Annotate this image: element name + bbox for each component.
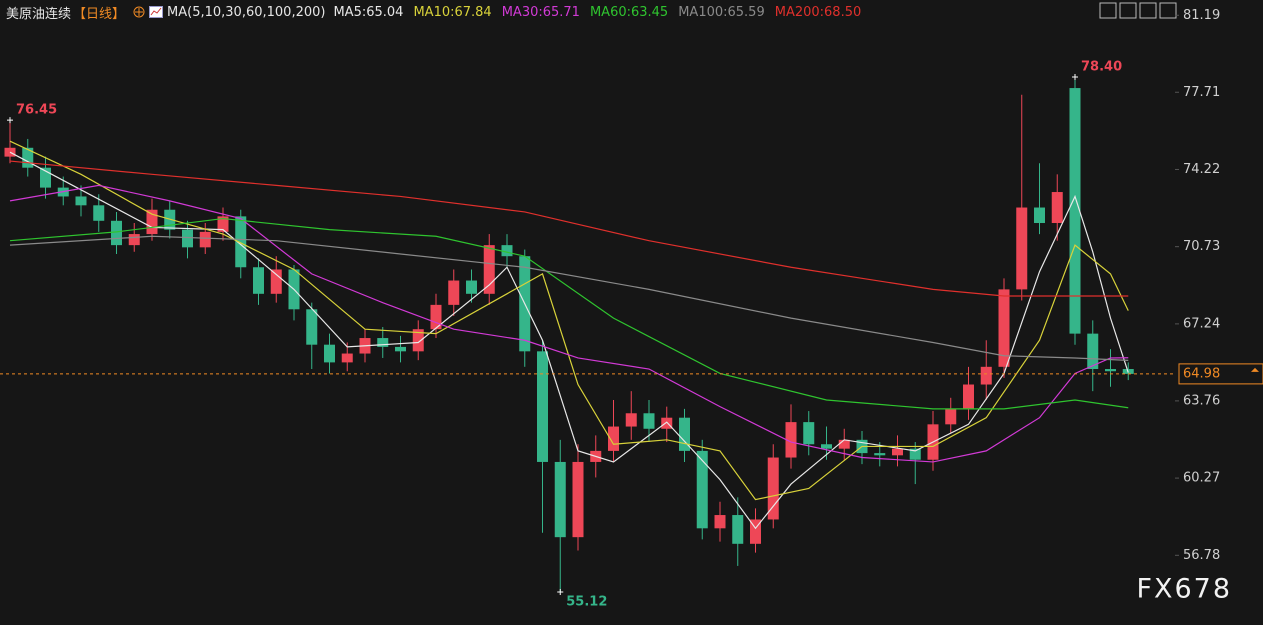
candle-body [93,205,105,221]
candle-body [146,209,158,235]
candle-body [874,453,886,456]
candle-body [963,384,974,409]
candle-body [1051,192,1063,224]
candle-body [1069,88,1081,334]
toolbar-button[interactable] [1119,2,1137,19]
candle-body [270,269,282,294]
legend-entry: MA100:65.59 [678,4,765,20]
candle-body [945,408,957,425]
candle-body [128,234,140,246]
toolbar-button[interactable] [1139,2,1157,19]
candle-body [554,461,566,538]
annotation-label: 55.12 [566,595,607,610]
legend-entry: MA200:68.50 [774,4,862,20]
indicator-icon[interactable] [149,6,164,18]
legend-entry: MA60:63.45 [589,4,669,20]
candle-body [714,515,726,529]
candle-body [430,304,442,330]
y-tick-label: 63.76 [1183,393,1220,408]
candle-body [111,220,122,246]
candle-body [483,245,495,294]
candle-body [412,329,424,352]
candle-body [767,457,779,520]
watermark: FX678 [1136,574,1232,605]
legend-entry: MA30:65.71 [501,4,580,20]
y-tick-label: 70.73 [1183,239,1220,254]
ma-line [9,217,1129,410]
legend-entry: MA10:67.84 [413,4,492,20]
candle-body [537,351,548,462]
indicator-label: MA(5,10,30,60,100,200) [167,4,326,20]
candle-body [199,231,211,248]
candle-body [22,147,34,168]
candle-body [448,280,460,305]
candle-body [217,216,229,232]
y-tick-label: 77.71 [1183,85,1220,100]
ma-line [9,160,1129,297]
y-tick-label: 74.22 [1183,162,1220,177]
annotation-marker [557,589,564,596]
candle-body [750,519,761,544]
candle-body [892,448,903,456]
ma-line [9,235,1129,361]
candle-body [909,448,921,460]
candle-body [803,422,815,445]
candle-body [980,366,992,385]
candle-body [572,461,584,538]
candle-body [821,444,832,449]
add-icon[interactable] [133,6,145,18]
candle-body [75,196,87,206]
candle-body [395,346,406,352]
header: 美原油连续 【日线】 MA(5,10,30,60,100,200) MA5:65… [6,3,861,22]
candle-body [732,515,744,544]
candle-body [661,417,673,429]
candle-body [625,413,637,427]
annotation-marker [1072,73,1078,80]
y-tick-label: 67.24 [1183,316,1220,331]
toolbar-button[interactable] [1159,2,1177,19]
candle-body [608,426,619,451]
candle-body [1105,369,1116,372]
legend-entry: MA5:65.04 [333,4,404,20]
annotation-label: 76.45 [16,103,57,118]
candle-body [1034,207,1045,224]
candle-body [466,280,477,294]
candle-body [785,422,797,458]
annotation-label: 78.40 [1081,59,1122,74]
ma-line [9,151,1129,530]
y-tick-label: 81.19 [1183,8,1220,23]
annotation-marker [7,117,13,124]
ma-line [9,184,1129,463]
candle-body [235,216,247,268]
candle-body [1087,333,1099,370]
candle-body [679,417,690,451]
toolbar [1099,2,1177,19]
y-tick-label: 56.78 [1183,548,1220,563]
candle-body [324,344,335,363]
candle-body [182,229,193,248]
candle-body [643,413,655,429]
candle-body [1016,207,1028,290]
candle-body [696,450,708,529]
toolbar-button[interactable] [1099,2,1117,19]
instrument-title: 美原油连续 [6,6,72,22]
last-price-label: 64.98 [1183,366,1220,381]
candle-body [306,309,318,345]
y-tick-label: 60.27 [1183,471,1220,486]
scroll-marker [1251,367,1259,372]
candle-body [253,267,264,294]
period-label[interactable]: 【日线】 [73,6,126,22]
candle-body [501,245,513,257]
ma-line [9,140,1129,501]
candle-body [377,338,389,347]
candle-body [40,167,51,188]
candle-body [998,289,1010,367]
ma-legend: MA5:65.04 MA10:67.84 MA30:65.71 MA60:63.45 M… [333,5,861,20]
last-price-box [1178,363,1263,385]
candle-body [341,353,353,363]
candle-body [838,439,850,449]
